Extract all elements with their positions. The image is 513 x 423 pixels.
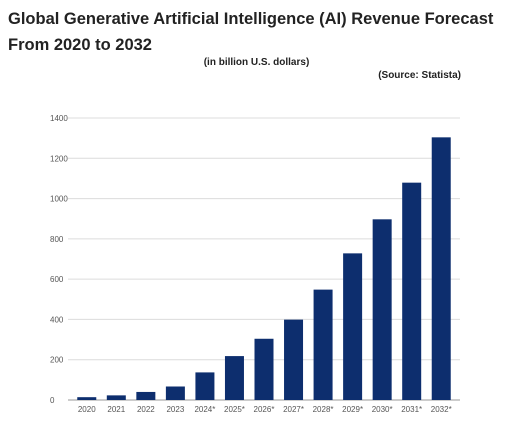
bar	[165, 386, 185, 400]
x-tick-label: 2020	[78, 405, 96, 414]
x-tick-label: 2021	[107, 405, 125, 414]
bar	[77, 397, 97, 400]
source-note: (Source: Statista)	[378, 70, 461, 81]
x-tick-label: 2025*	[224, 405, 245, 414]
y-axis-ticks: 0 200 400 600 800 1000 1200 1400	[50, 114, 68, 405]
bar	[402, 182, 422, 400]
y-tick-label: 0	[50, 396, 55, 405]
x-tick-label: 2028*	[313, 405, 334, 414]
bars	[77, 137, 451, 400]
bar	[313, 289, 333, 400]
bar	[136, 391, 156, 400]
chart-subtitle: (in billion U.S. dollars)	[203, 57, 310, 68]
x-tick-label: 2030*	[372, 405, 393, 414]
bar	[284, 319, 304, 400]
bar	[106, 395, 126, 400]
x-tick-label: 2026*	[254, 405, 275, 414]
bar	[195, 372, 215, 400]
bar	[372, 219, 392, 400]
x-axis-ticks: 2020 2021 2022 2023 2024* 2025* 2026* 2027* 2028…	[78, 405, 452, 414]
y-tick-label: 200	[50, 356, 64, 365]
y-tick-label: 1000	[50, 195, 68, 204]
y-tick-label: 800	[50, 235, 64, 244]
bar	[254, 338, 274, 400]
x-tick-label: 2027*	[283, 405, 304, 414]
y-tick-label: 1400	[50, 114, 68, 123]
y-tick-label: 600	[50, 275, 64, 284]
x-tick-label: 2029*	[342, 405, 363, 414]
y-tick-label: 1200	[50, 154, 68, 163]
bar	[343, 253, 363, 400]
x-tick-label: 2022	[137, 405, 155, 414]
x-tick-label: 2031*	[401, 405, 422, 414]
y-tick-label: 400	[50, 315, 64, 324]
x-tick-label: 2023	[166, 405, 184, 414]
bar	[224, 356, 244, 400]
bar	[431, 137, 451, 400]
chart-title: Global Generative Artificial Intelligenc…	[8, 10, 494, 54]
x-tick-label: 2024*	[194, 405, 215, 414]
x-tick-label: 2032*	[431, 405, 452, 414]
